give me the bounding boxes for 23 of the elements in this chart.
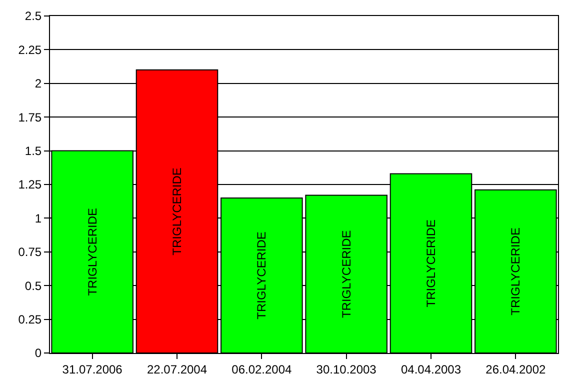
text: TRIGLYCERIDE <box>170 168 184 256</box>
x-tick-label: 06.02.2004 <box>232 362 292 376</box>
y-tick-label: 1 <box>34 211 42 226</box>
y-tick-label: 0.5 <box>24 278 42 293</box>
y-tick-label: 2.25 <box>18 42 42 57</box>
text: TRIGLYCERIDE <box>339 230 354 318</box>
x-tick-label: 31.07.2006 <box>62 362 123 376</box>
x-tick-label: 22.07.2004 <box>146 362 208 376</box>
x-tick-label: 04.04.2003 <box>400 362 462 376</box>
y-tick-label: 0.25 <box>18 312 42 326</box>
x-tick-label: 30.10.2003 <box>316 362 377 376</box>
series-label: TRIGLYCERIDE <box>254 232 269 320</box>
text: TRIGLYCERIDE <box>85 208 100 296</box>
y-tick-label: 2 <box>34 76 42 91</box>
y-tick-label: 1.75 <box>18 110 42 124</box>
y-tick-label: 0 <box>34 346 42 360</box>
text: TRIGLYCERIDE <box>424 219 438 308</box>
y-tick-label: 2.5 <box>24 9 42 24</box>
y-tick-label: 1.25 <box>18 178 42 192</box>
y-tick-label: 0.75 <box>18 245 42 260</box>
x-tick-label: 26.04.2002 <box>486 362 546 376</box>
y-tick-label: 1.5 <box>24 144 42 158</box>
text: TRIGLYCERIDE <box>508 228 523 316</box>
